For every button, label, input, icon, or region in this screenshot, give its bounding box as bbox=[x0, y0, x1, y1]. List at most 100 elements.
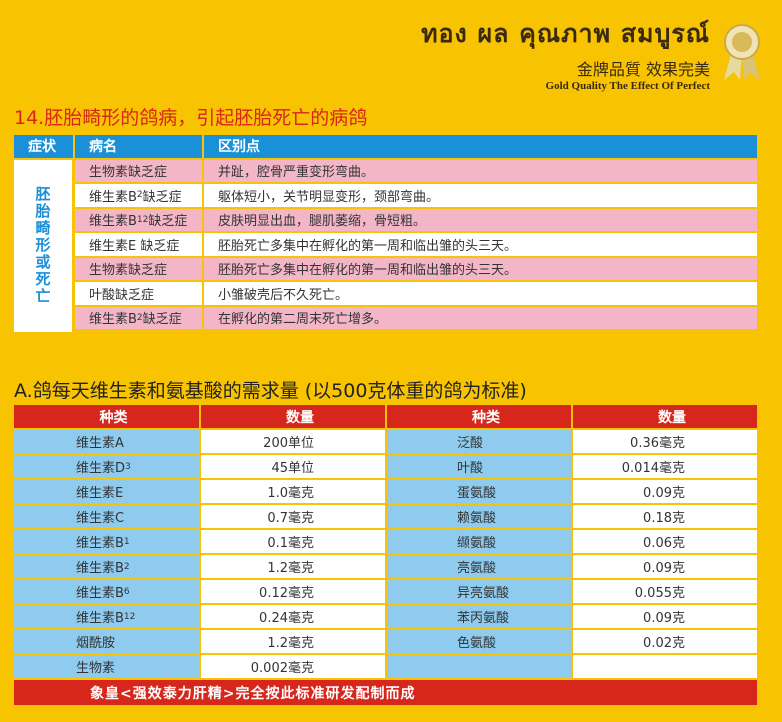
disease-name: 生物素缺乏症 bbox=[75, 159, 204, 184]
amount-cell-2: 0.055克 bbox=[573, 580, 757, 605]
disease-name: 维生素E 缺乏症 bbox=[75, 233, 204, 258]
kind-text: 维生素A bbox=[76, 436, 124, 451]
amount-cell: 0.002毫克 bbox=[201, 655, 387, 680]
medal-icon bbox=[724, 24, 760, 80]
header-amount: 数量 bbox=[201, 405, 387, 430]
disease-name-suffix: 缺乏症 bbox=[142, 312, 182, 328]
disease-name: 维生素B 2 缺乏症 bbox=[75, 306, 204, 331]
brand-chinese: 金牌品質 效果完美 bbox=[576, 60, 710, 79]
table-row: 维生素B 2 1.2毫克 亮氨酸 0.09克 bbox=[14, 555, 757, 580]
disease-name: 维生素B 2 缺乏症 bbox=[75, 184, 204, 209]
amount-cell-2: 0.06克 bbox=[573, 530, 757, 555]
difference-cell: 躯体短小，关节明显变形，颈部弯曲。 bbox=[204, 184, 757, 209]
amount-cell: 0.7毫克 bbox=[201, 505, 387, 530]
kind-cell-2: 苯丙氨酸 bbox=[387, 605, 573, 630]
table-row: 维生素B 1 0.1毫克 缬氨酸 0.06克 bbox=[14, 530, 757, 555]
subscript: 6 bbox=[123, 586, 130, 597]
table-row: 维生素B 12 缺乏症 皮肤明显出血，腿肌萎缩，骨短粗。 bbox=[14, 208, 757, 233]
kind-text: 烟酰胺 bbox=[76, 636, 116, 651]
difference-cell: 皮肤明显出血，腿肌萎缩，骨短粗。 bbox=[204, 208, 757, 233]
kind-cell: 维生素E bbox=[14, 480, 201, 505]
kind-cell: 维生素B 12 bbox=[14, 605, 201, 630]
kind-cell: 烟酰胺 bbox=[14, 630, 201, 655]
kind-cell: 维生素C bbox=[14, 505, 201, 530]
difference-cell: 并趾，腔骨严重变形弯曲。 bbox=[204, 159, 757, 184]
disease-name-text: 维生素B bbox=[89, 312, 137, 328]
disease-name-text: 叶酸缺乏症 bbox=[89, 287, 155, 303]
disease-name-suffix: 缺乏症 bbox=[142, 189, 182, 205]
brand-block: ทอง ผล คุณภาพ สมบูรณ์ 金牌品質 效果完美 Gold Qua… bbox=[421, 14, 710, 92]
disease-name-text: 生物素缺乏症 bbox=[89, 263, 168, 279]
kind-text: 生物素 bbox=[76, 661, 116, 676]
table-row: 维生素C 0.7毫克 赖氨酸 0.18克 bbox=[14, 505, 757, 530]
section2-title: A.鸽每天维生素和氨基酸的需求量 (以500克体重的鸽为标准) bbox=[14, 380, 527, 402]
kind-text: 维生素B bbox=[76, 611, 124, 626]
subscript: 12 bbox=[136, 214, 149, 225]
kind-cell-2: 蛋氨酸 bbox=[387, 480, 573, 505]
table-row: 维生素B 6 0.12毫克 异亮氨酸 0.055克 bbox=[14, 580, 757, 605]
table-row: 生物素缺乏症 并趾，腔骨严重变形弯曲。 bbox=[14, 159, 757, 184]
table-row: 维生素A 200单位 泛酸 0.36毫克 bbox=[14, 430, 757, 455]
table-header: 种类 数量 种类 数量 bbox=[14, 405, 757, 430]
table-row: 维生素E 缺乏症 胚胎死亡多集中在孵化的第一周和临出雏的头三天。 bbox=[14, 233, 757, 258]
amount-cell: 200单位 bbox=[201, 430, 387, 455]
table-row: 叶酸缺乏症 小雏破壳后不久死亡。 bbox=[14, 282, 757, 307]
amount-cell: 1.0毫克 bbox=[201, 480, 387, 505]
kind-cell: 维生素B 2 bbox=[14, 555, 201, 580]
table-header: 症状 病名 区别点 bbox=[14, 135, 757, 160]
amount-cell-2: 0.09克 bbox=[573, 605, 757, 630]
requirement-table: 种类 数量 种类 数量 维生素A 200单位 泛酸 0.36毫克 维生素D 3 45… bbox=[14, 405, 757, 705]
disease-name: 生物素缺乏症 bbox=[75, 257, 204, 282]
table-row: 维生素D 3 45单位 叶酸 0.014毫克 bbox=[14, 455, 757, 480]
kind-cell-2: 叶酸 bbox=[387, 455, 573, 480]
kind-text: 维生素B bbox=[76, 561, 124, 576]
table-row: 维生素B 2 缺乏症 在孵化的第二周末死亡增多。 bbox=[14, 306, 757, 331]
kind-text: 维生素B bbox=[76, 536, 124, 551]
disease-name-text: 生物素缺乏症 bbox=[89, 165, 168, 181]
difference-cell: 在孵化的第二周末死亡增多。 bbox=[204, 306, 757, 331]
kind-cell: 生物素 bbox=[14, 655, 201, 680]
table-row: 生物素 0.002毫克 bbox=[14, 655, 757, 680]
amount-cell-2: 0.09克 bbox=[573, 555, 757, 580]
disease-name-text: 维生素B bbox=[89, 214, 137, 230]
kind-cell: 维生素B 1 bbox=[14, 530, 201, 555]
difference-cell: 胚胎死亡多集中在孵化的第一周和临出雏的头三天。 bbox=[204, 233, 757, 258]
subscript: 2 bbox=[123, 561, 130, 572]
amount-cell: 45单位 bbox=[201, 455, 387, 480]
kind-text: 维生素B bbox=[76, 586, 124, 601]
table-row: 维生素E 1.0毫克 蛋氨酸 0.09克 bbox=[14, 480, 757, 505]
footer-banner: 象皇<强效泰力肝精>完全按此标准研发配制而成 bbox=[14, 680, 757, 705]
section1-title: 14.胚胎畸形的鸽病，引起胚胎死亡的病鸽 bbox=[14, 107, 368, 129]
disease-name: 叶酸缺乏症 bbox=[75, 282, 204, 307]
brand-thai: ทอง ผล คุณภาพ สมบูรณ์ bbox=[421, 19, 710, 48]
kind-cell-2: 缬氨酸 bbox=[387, 530, 573, 555]
amount-cell: 1.2毫克 bbox=[201, 555, 387, 580]
kind-cell-2: 泛酸 bbox=[387, 430, 573, 455]
disease-name-suffix: 缺乏症 bbox=[148, 214, 188, 230]
table-row: 生物素缺乏症 胚胎死亡多集中在孵化的第一周和临出雏的头三天。 bbox=[14, 257, 757, 282]
kind-cell-2: 色氨酸 bbox=[387, 630, 573, 655]
difference-cell: 小雏破壳后不久死亡。 bbox=[204, 282, 757, 307]
header-amount-2: 数量 bbox=[573, 405, 757, 430]
subscript: 2 bbox=[136, 312, 143, 323]
header-symptom: 症状 bbox=[14, 135, 75, 160]
kind-cell-2: 亮氨酸 bbox=[387, 555, 573, 580]
amount-cell-2: 0.09克 bbox=[573, 480, 757, 505]
brand-english: Gold Quality The Effect Of Perfect bbox=[545, 80, 710, 92]
disease-name: 维生素B 12 缺乏症 bbox=[75, 208, 204, 233]
header-difference: 区别点 bbox=[204, 135, 757, 160]
subscript: 1 bbox=[123, 536, 130, 547]
table-row: 烟酰胺 1.2毫克 色氨酸 0.02克 bbox=[14, 630, 757, 655]
amount-cell: 1.2毫克 bbox=[201, 630, 387, 655]
kind-text: 维生素E bbox=[76, 486, 124, 501]
kind-text: 维生素C bbox=[76, 511, 125, 526]
table-row: 维生素B 2 缺乏症 躯体短小，关节明显变形，颈部弯曲。 bbox=[14, 184, 757, 209]
subscript: 12 bbox=[123, 611, 136, 622]
kind-cell-2 bbox=[387, 655, 573, 680]
amount-cell-2: 0.02克 bbox=[573, 630, 757, 655]
amount-cell: 0.1毫克 bbox=[201, 530, 387, 555]
amount-cell-2: 0.18克 bbox=[573, 505, 757, 530]
kind-cell: 维生素B 6 bbox=[14, 580, 201, 605]
amount-cell-2 bbox=[573, 655, 757, 680]
subscript: 2 bbox=[136, 190, 143, 201]
